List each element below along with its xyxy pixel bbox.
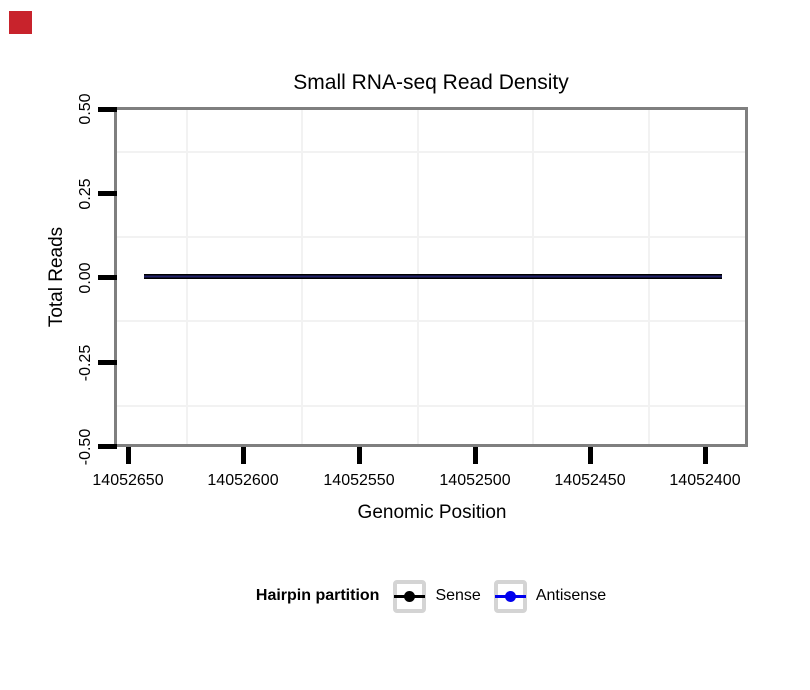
plot-title: Small RNA-seq Read Density xyxy=(293,71,569,94)
x-axis-tick xyxy=(357,447,362,464)
y-axis-tick xyxy=(98,191,117,196)
legend-label-antisense: Antisense xyxy=(535,587,607,604)
plot-panel xyxy=(114,107,748,447)
x-axis-tick xyxy=(126,447,131,464)
x-axis-tick xyxy=(241,447,246,464)
read-density-line xyxy=(144,274,722,279)
minor-gridline-horizontal xyxy=(117,320,745,322)
minor-gridline-horizontal xyxy=(117,405,745,407)
legend-label-sense: Sense xyxy=(435,587,481,604)
minor-gridline-horizontal xyxy=(117,151,745,153)
red-square-marker xyxy=(9,11,32,34)
x-axis-tick xyxy=(703,447,708,464)
sense-point-icon xyxy=(404,590,416,602)
antisense-point-icon xyxy=(504,590,516,602)
x-axis-tick xyxy=(588,447,593,464)
legend-key-antisense xyxy=(493,579,527,613)
y-axis-tick xyxy=(98,444,117,449)
legend-key-sense xyxy=(393,579,427,613)
y-axis-tick xyxy=(98,275,117,280)
y-axis-tick xyxy=(98,107,117,112)
y-axis-tick xyxy=(98,360,117,365)
minor-gridline-horizontal xyxy=(117,236,745,238)
x-axis-tick xyxy=(473,447,478,464)
legend: Hairpin partition Sense Antisense xyxy=(114,577,748,615)
legend-title: Hairpin partition xyxy=(255,587,380,604)
